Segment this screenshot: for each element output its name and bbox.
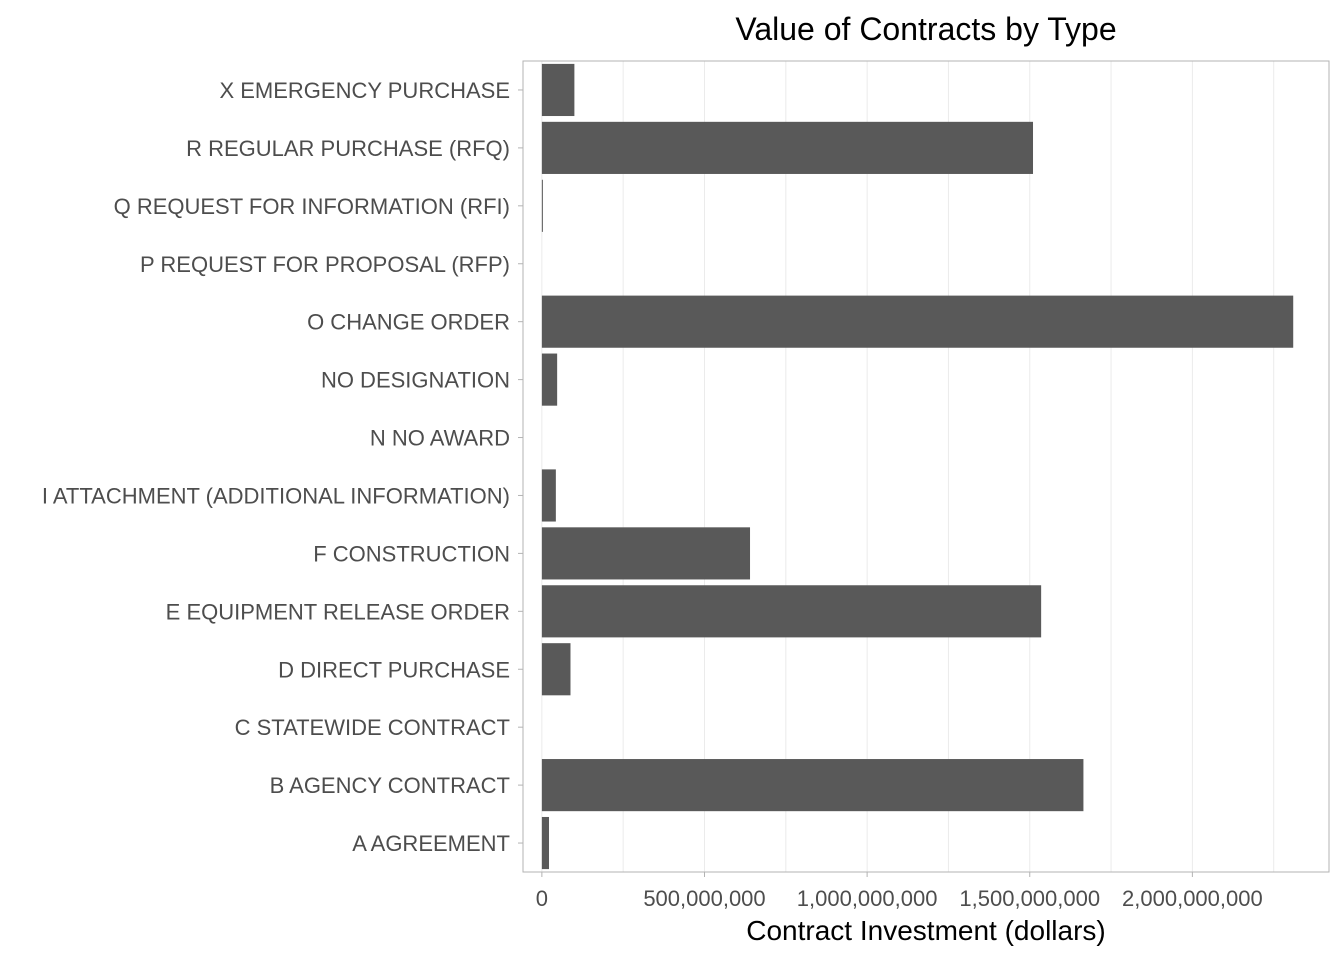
panel-border	[522, 60, 1330, 873]
category-label: P REQUEST FOR PROPOSAL (RFP)	[140, 252, 510, 277]
bar	[541, 469, 556, 522]
category-label: C STATEWIDE CONTRACT	[235, 715, 510, 740]
bar	[541, 353, 558, 406]
bar	[541, 759, 1084, 812]
category-label: R REGULAR PURCHASE (RFQ)	[186, 136, 510, 161]
category-label: X EMERGENCY PURCHASE	[219, 78, 510, 103]
x-tick-label: 1,000,000,000	[797, 886, 938, 911]
bars	[541, 63, 1294, 870]
bar	[541, 295, 1294, 348]
category-label: O CHANGE ORDER	[307, 310, 510, 335]
category-label: NO DESIGNATION	[321, 368, 510, 393]
category-label: A AGREEMENT	[352, 831, 510, 856]
x-tick-label: 500,000,000	[643, 886, 765, 911]
bar	[541, 527, 751, 580]
x-tick-label: 1,500,000,000	[959, 886, 1100, 911]
category-labels: X EMERGENCY PURCHASE R REGULAR PURCHASE (…	[42, 78, 523, 856]
category-label: E EQUIPMENT RELEASE ORDER	[166, 599, 510, 624]
chart-title: Value of Contracts by Type	[735, 11, 1116, 47]
bar	[541, 816, 550, 870]
bar	[541, 63, 575, 117]
category-label: F CONSTRUCTION	[313, 541, 510, 566]
bar	[541, 585, 1042, 638]
x-tick-label: 0	[536, 886, 548, 911]
category-label: Q REQUEST FOR INFORMATION (RFI)	[114, 194, 510, 219]
gridlines	[522, 60, 1330, 873]
bar	[541, 179, 543, 232]
bar	[541, 643, 571, 696]
category-label: N NO AWARD	[370, 426, 510, 451]
category-label: I ATTACHMENT (ADDITIONAL INFORMATION)	[42, 483, 510, 508]
category-label: B AGENCY CONTRACT	[270, 773, 510, 798]
x-axis-ticks: 0 500,000,000 1,000,000,000 1,500,000,000 2,…	[536, 872, 1263, 911]
bar	[541, 121, 1034, 174]
category-label: D DIRECT PURCHASE	[278, 657, 510, 682]
x-tick-label: 2,000,000,000	[1122, 886, 1263, 911]
x-axis-title: Contract Investment (dollars)	[746, 915, 1105, 946]
